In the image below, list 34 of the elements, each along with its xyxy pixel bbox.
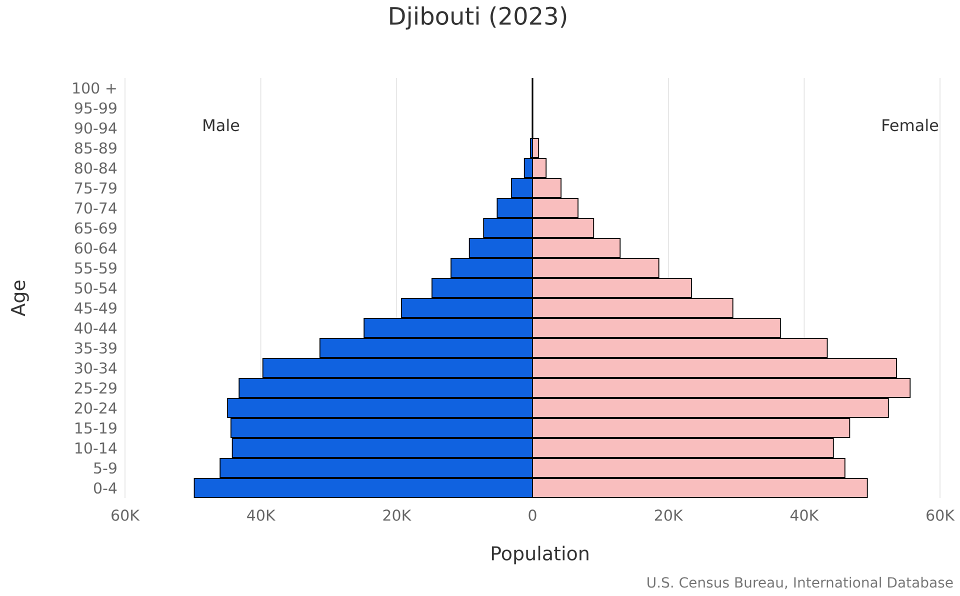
y-tick-label: 60-64 xyxy=(74,242,117,254)
y-tick-label: 75-79 xyxy=(75,182,116,194)
y-tick-label: 95-99 xyxy=(74,102,116,114)
x-tick-label: 60K xyxy=(926,510,955,521)
x-tick-label: 40K xyxy=(790,510,819,521)
y-tick-label: 35-39 xyxy=(75,342,116,354)
y-tick-label: 85-89 xyxy=(74,142,116,154)
x-tick-label: 20K xyxy=(383,510,412,521)
y-tick-label: 25-29 xyxy=(74,382,116,394)
text: U.S. Census Bureau, International Database xyxy=(648,576,953,590)
y-axis-title: Age xyxy=(11,280,29,316)
x-tick-label: 20K xyxy=(654,510,684,521)
x-tick-label: 0 xyxy=(528,510,536,521)
y-tick-label: 50-54 xyxy=(75,282,117,294)
y-tick-label: 55-59 xyxy=(75,262,116,274)
text: Female xyxy=(882,118,938,132)
y-tick-label: 100 + xyxy=(73,82,116,94)
x-axis-title: Population xyxy=(492,546,588,564)
x-tick-label: 60K xyxy=(112,510,140,521)
y-tick-label: 70-74 xyxy=(75,202,117,214)
text: Male xyxy=(204,118,240,132)
y-tick-label: 80-84 xyxy=(74,162,117,174)
y-tick-label: 30-34 xyxy=(75,362,117,374)
y-tick-label: 15-19 xyxy=(76,422,116,434)
chart-title: Djibouti (2023) xyxy=(390,6,566,30)
y-tick-label: 90-94 xyxy=(74,122,117,134)
y-tick-label: 0-4 xyxy=(94,482,117,494)
x-tick-label: 40K xyxy=(247,510,276,521)
y-tick-label: 10-14 xyxy=(76,442,117,454)
y-tick-label: 20-24 xyxy=(74,402,117,414)
y-tick-label: 65-69 xyxy=(74,222,116,234)
y-tick-label: 40-44 xyxy=(74,322,117,334)
y-tick-label: 45-49 xyxy=(74,302,116,314)
y-tick-label: 5-9 xyxy=(94,462,116,474)
